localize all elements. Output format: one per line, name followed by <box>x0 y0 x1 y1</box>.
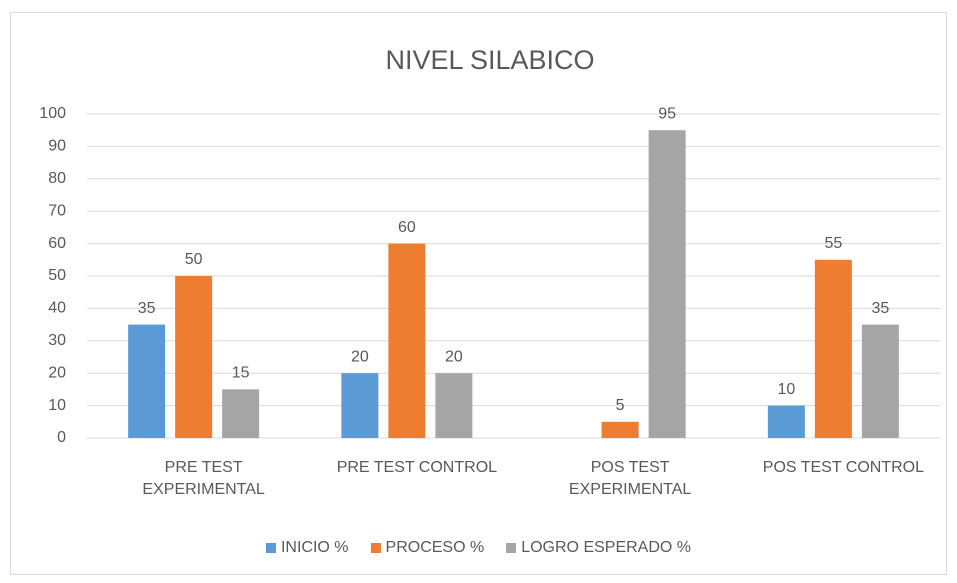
legend-label: INICIO % <box>280 539 349 556</box>
y-tick-label: 10 <box>48 397 66 414</box>
y-tick-label: 40 <box>48 300 66 317</box>
legend-swatch <box>506 543 517 553</box>
bar <box>175 276 213 438</box>
data-label: 15 <box>232 365 250 382</box>
legend: INICIO % PROCESO % LOGRO ESPERADO % <box>0 539 957 557</box>
legend-swatch <box>370 543 381 553</box>
bar <box>601 421 639 438</box>
y-tick-label: 60 <box>48 235 66 252</box>
bar <box>388 243 426 438</box>
data-label: 20 <box>351 348 369 365</box>
data-label: 35 <box>138 300 156 317</box>
bar <box>222 389 260 438</box>
x-tick-label: POS TEST CONTROL <box>762 459 924 476</box>
y-tick-label: 100 <box>39 105 66 122</box>
bar <box>648 130 686 438</box>
bar <box>767 405 805 438</box>
y-tick-label: 90 <box>48 138 66 155</box>
chart-title: NIVEL SILABICO <box>385 45 594 75</box>
legend-item: PROCESO % <box>370 539 485 557</box>
bar <box>814 259 852 438</box>
bar <box>435 373 473 438</box>
bar <box>861 324 899 438</box>
data-label: 50 <box>185 251 203 268</box>
legend-item: INICIO % <box>265 539 349 557</box>
data-label: 20 <box>445 348 463 365</box>
legend-item: LOGRO ESPERADO % <box>506 539 691 557</box>
data-label: 55 <box>824 235 842 252</box>
data-label: 95 <box>658 105 676 122</box>
chart-border <box>10 12 947 575</box>
data-label: 35 <box>871 300 889 317</box>
legend-swatch <box>265 543 276 553</box>
y-tick-label: 80 <box>48 170 66 187</box>
x-tick-label: PRE TEST CONTROL <box>336 459 498 476</box>
bar <box>128 324 166 438</box>
data-label: 5 <box>616 397 625 414</box>
y-tick-label: 70 <box>48 202 66 219</box>
data-label: 10 <box>777 381 795 398</box>
x-tick-label: POS TEST EXPERIMENTAL <box>568 459 692 498</box>
data-label: 60 <box>398 219 416 236</box>
x-tick-label: PRE TEST EXPERIMENTAL <box>142 459 265 498</box>
y-tick-label: 30 <box>48 332 66 349</box>
y-tick-label: 0 <box>57 429 66 446</box>
legend-label: LOGRO ESPERADO % <box>521 539 692 556</box>
bar <box>341 373 379 438</box>
y-tick-label: 50 <box>48 267 66 284</box>
legend-label: PROCESO % <box>385 539 485 556</box>
y-tick-label: 20 <box>48 364 66 381</box>
